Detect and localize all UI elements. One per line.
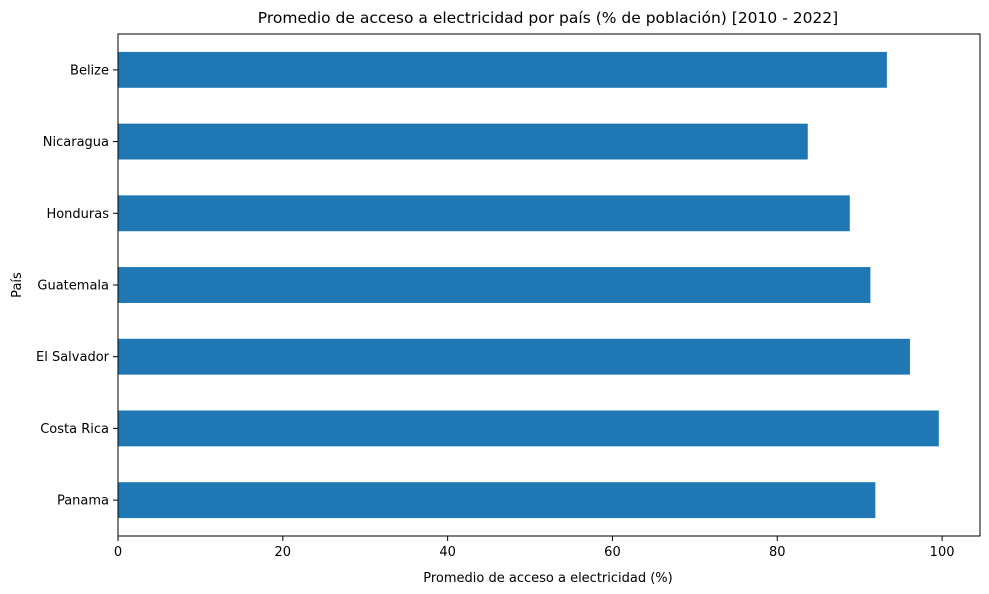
x-axis-label: Promedio de acceso a electricidad (%) (423, 571, 673, 586)
y-tick-label-honduras: Honduras (46, 207, 109, 222)
y-tick-label-el-salvador: El Salvador (36, 350, 110, 365)
bar-guatemala (118, 267, 871, 303)
y-axis-label: País (10, 272, 25, 298)
x-tick-label: 20 (275, 545, 292, 560)
x-axis-ticks: 0 20 40 60 80 100 (114, 536, 955, 560)
y-tick-label-costa-rica: Costa Rica (40, 422, 109, 437)
bar-belize (118, 51, 887, 88)
bar-panama (118, 482, 876, 519)
x-tick-label: 0 (114, 545, 122, 560)
bar-nicaragua (118, 123, 808, 160)
y-tick-label-panama: Panama (57, 494, 109, 509)
bar-el-salvador (118, 338, 910, 375)
y-tick-label-guatemala: Guatemala (37, 279, 109, 294)
bar-costa-rica (118, 410, 939, 447)
y-tick-label-nicaragua: Nicaragua (43, 135, 109, 150)
y-axis-ticks: Panama Costa Rica El Salvador Guatemala Hond… (36, 63, 118, 509)
plot-area-frame (117, 33, 981, 537)
x-tick-label: 80 (769, 545, 786, 560)
x-tick-label: 40 (439, 545, 456, 560)
chart-title: Promedio de acceso a electricidad por pa… (258, 9, 838, 27)
bar-honduras (118, 195, 850, 232)
x-tick-label: 60 (604, 545, 621, 560)
y-tick-label-belize: Belize (70, 63, 109, 78)
x-tick-label: 100 (930, 545, 955, 560)
bars-group (118, 51, 939, 519)
